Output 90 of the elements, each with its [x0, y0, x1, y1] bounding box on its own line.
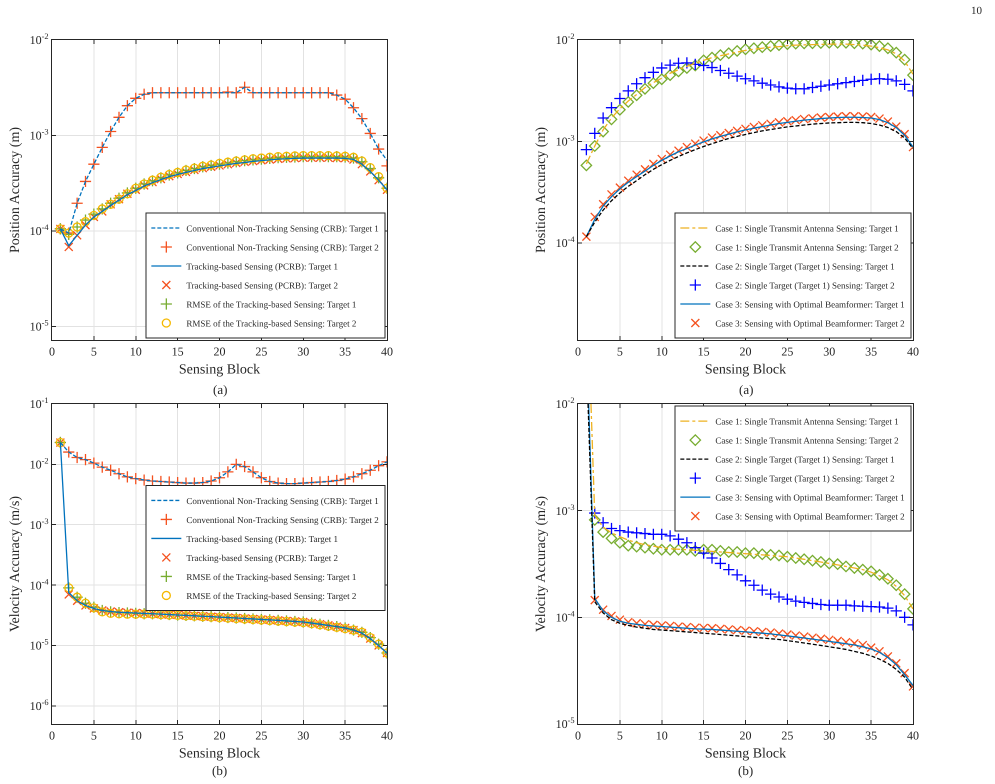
x-tick-label: 30: [297, 728, 310, 742]
legend-label: Case 3: Sensing with Optimal Beamformer: Target 1: [715, 492, 905, 503]
legend-label: RMSE of the Tracking-based Sensing: Target 2: [186, 590, 356, 601]
legend-label: Conventional Non-Tracking Sensing (CRB): Target 2: [186, 514, 379, 525]
y-tick-label: 10$^{-2}$: [556, 396, 575, 412]
x-tick-label: 40: [907, 728, 919, 742]
y-tick-label: 10$^{-3}$: [556, 134, 575, 149]
legend-label: Tracking-based Sensing (PCRB): Target 1: [186, 262, 338, 272]
x-axis-title: Sensing Block: [178, 746, 260, 762]
legend-label: Case 2: Single Target (Target 1) Sensing: Target 1: [715, 262, 895, 272]
text: 10: [971, 5, 982, 17]
x-tick-label: 10: [130, 728, 142, 742]
x-tick-label: 10: [656, 728, 668, 742]
legend-label: RMSE of the Tracking-based Sensing: Target 1: [186, 300, 356, 310]
x-tick-label: 0: [49, 728, 55, 742]
y-tick-label: 10$^{-3}$: [30, 128, 49, 143]
x-tick-label: 15: [698, 728, 710, 742]
x-tick-label: 25: [781, 344, 794, 358]
x-tick-label: 5: [90, 344, 97, 358]
y-tick-label: 10$^{-5}$: [556, 716, 575, 732]
x-axis-title: Sensing Block: [704, 362, 786, 378]
legend-label: Tracking-based Sensing (PCRB): Target 2: [186, 552, 338, 563]
x-tick-label: 5: [90, 728, 97, 742]
x-tick-label: 15: [698, 344, 710, 358]
x-axis-title: Sensing Block: [704, 746, 786, 762]
x-tick-label: 0: [575, 344, 581, 358]
y-tick-label: 10$^{-3}$: [556, 502, 575, 518]
x-tick-label: 40: [381, 344, 393, 358]
legend-label: Conventional Non-Tracking Sensing (CRB): Target 2: [186, 242, 379, 253]
text: (b): [212, 763, 228, 778]
y-axis-title: Velocity Accuracy (m/s): [8, 496, 24, 632]
x-tick-label: 5: [616, 344, 623, 358]
x-tick-label: 15: [172, 344, 184, 358]
y-tick-label: 10$^{-2}$: [556, 32, 575, 48]
x-tick-label: 25: [781, 728, 794, 742]
legend-label: Case 3: Sensing with Optimal Beamformer: Target 1: [715, 300, 905, 310]
x-tick-label: 0: [49, 344, 55, 358]
legend-label: Case 2: Single Target (Target 1) Sensing: Target 2: [715, 474, 895, 484]
x-tick-label: 10: [130, 344, 142, 358]
legend-label: Tracking-based Sensing (PCRB): Target 2: [186, 280, 338, 291]
legend-label: RMSE of the Tracking-based Sensing: Target 1: [186, 572, 356, 582]
x-tick-label: 25: [255, 344, 268, 358]
x-tick-label: 25: [255, 728, 268, 742]
legend-label: Tracking-based Sensing (PCRB): Target 1: [186, 534, 338, 544]
legend-label: Case 2: Single Target (Target 1) Sensing: Target 2: [715, 280, 895, 291]
y-tick-label: 10$^{-3}$: [30, 516, 49, 532]
x-tick-label: 40: [907, 344, 919, 358]
x-tick-label: 35: [865, 728, 878, 742]
x-tick-label: 35: [865, 344, 878, 358]
y-tick-label: 10$^{-5}$: [30, 318, 49, 334]
text: (a): [739, 382, 754, 397]
y-axis-title: Position Accuracy (m): [534, 126, 550, 253]
legend-label: Case 2: Single Target (Target 1) Sensing: Target 1: [715, 454, 895, 465]
y-tick-label: 10$^{-1}$: [30, 396, 49, 412]
x-tick-label: 30: [297, 344, 310, 358]
legend-label: RMSE of the Tracking-based Sensing: Target 2: [186, 318, 356, 329]
x-tick-label: 35: [339, 344, 352, 358]
y-tick-label: 10$^{-2}$: [30, 32, 49, 48]
y-axis-title: Position Accuracy (m): [8, 126, 24, 253]
x-tick-label: 20: [214, 728, 226, 742]
legend-label: Case 3: Sensing with Optimal Beamformer: Target 2: [715, 512, 905, 522]
x-tick-label: 20: [740, 344, 752, 358]
y-tick-label: 10$^{-5}$: [30, 638, 49, 653]
y-tick-label: 10$^{-4}$: [30, 223, 50, 238]
x-tick-label: 30: [823, 344, 836, 358]
y-tick-label: 10$^{-6}$: [30, 698, 49, 714]
x-tick-label: 10: [656, 344, 668, 358]
legend-label: Conventional Non-Tracking Sensing (CRB): Target 1: [186, 224, 379, 234]
text: (a): [213, 382, 228, 397]
x-tick-label: 30: [823, 728, 836, 742]
x-tick-label: 20: [740, 728, 752, 742]
y-tick-label: 10$^{-4}$: [556, 609, 576, 625]
text: (b): [738, 763, 754, 778]
y-tick-label: 10$^{-4}$: [556, 234, 576, 250]
x-axis-title: Sensing Block: [178, 362, 260, 378]
y-axis-title: Velocity Accuracy (m/s): [534, 496, 550, 632]
legend-label: Case 1: Single Transmit Antenna Sensing: Target 1: [715, 416, 899, 427]
legend-label: Conventional Non-Tracking Sensing (CRB): Target 1: [186, 496, 379, 506]
legend-label: Case 3: Sensing with Optimal Beamformer: Target 2: [715, 318, 905, 329]
x-tick-label: 15: [172, 728, 184, 742]
legend-label: Case 1: Single Transmit Antenna Sensing: Target 1: [715, 224, 899, 234]
x-tick-label: 40: [381, 728, 393, 742]
x-tick-label: 5: [616, 728, 623, 742]
x-tick-label: 0: [575, 728, 581, 742]
legend-label: Case 1: Single Transmit Antenna Sensing: Target 2: [715, 242, 899, 253]
x-tick-label: 35: [339, 728, 352, 742]
legend-label: Case 1: Single Transmit Antenna Sensing: Target 2: [715, 436, 899, 446]
x-tick-label: 20: [214, 344, 226, 358]
y-tick-label: 10$^{-4}$: [30, 577, 50, 592]
y-tick-label: 10$^{-2}$: [30, 456, 49, 472]
